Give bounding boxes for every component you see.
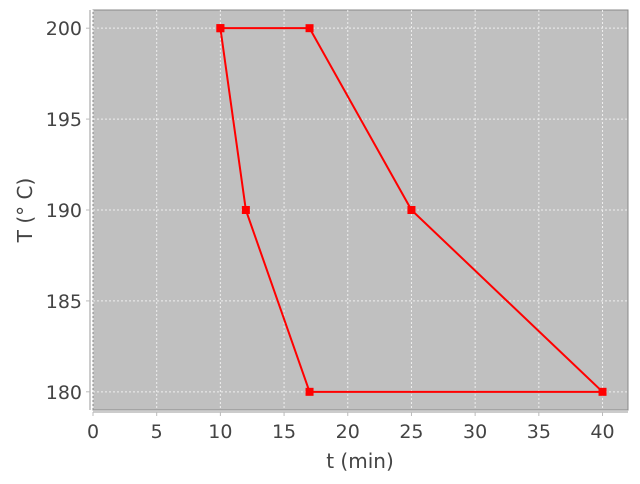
- y-axis-label: T (° C): [13, 178, 37, 244]
- x-tick-label: 35: [527, 421, 551, 443]
- data-point: [598, 387, 607, 396]
- data-point: [305, 24, 314, 33]
- ticks: 0 5 10 15 20 25 30 35 40 180 185 190 195 200: [46, 18, 615, 443]
- x-tick-label: 30: [463, 421, 487, 443]
- data-point: [305, 387, 314, 396]
- x-axis-label: t (min): [326, 449, 394, 473]
- y-tick-label: 190: [46, 200, 82, 222]
- data-point: [241, 206, 250, 214]
- x-tick-label: 25: [399, 421, 423, 443]
- grid: [92, 10, 628, 410]
- y-tick-label: 185: [46, 291, 82, 313]
- y-tick-label: 200: [46, 18, 82, 40]
- y-tick-label: 195: [46, 109, 82, 131]
- y-tick-label: 180: [46, 382, 82, 404]
- x-tick-label: 10: [208, 421, 232, 443]
- data-point: [216, 24, 225, 33]
- x-tick-label: 15: [272, 421, 296, 443]
- x-tick-label: 20: [336, 421, 360, 443]
- x-tick-label: 5: [151, 421, 163, 443]
- x-tick-label: 40: [590, 421, 614, 443]
- data-point: [407, 206, 416, 214]
- x-tick-label: 0: [87, 421, 99, 443]
- series: [216, 24, 607, 396]
